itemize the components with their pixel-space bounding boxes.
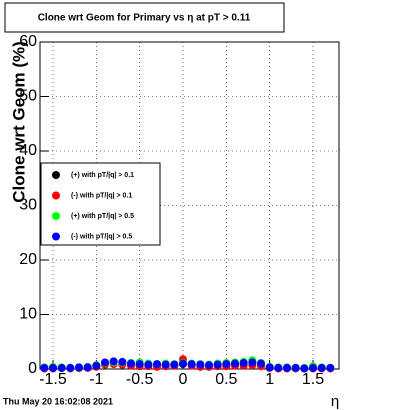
y-axis-title: Clone wrt Geom (%) <box>9 41 28 203</box>
data-point <box>127 359 135 368</box>
x-tick-label: 1.5 <box>302 371 324 388</box>
legend-label: (+) with pT/|q| > 0.1 <box>71 172 134 179</box>
data-point <box>170 360 179 369</box>
x-tick-label: 0.5 <box>215 371 237 388</box>
data-point <box>101 358 109 367</box>
x-tick-label: 0 <box>179 371 188 388</box>
data-point <box>326 363 335 372</box>
data-point <box>161 360 170 369</box>
x-tick-label: 1 <box>265 371 274 388</box>
data-point <box>291 363 300 372</box>
y-tick-label: 10 <box>19 306 37 323</box>
x-tick-label: -1 <box>89 371 103 388</box>
y-tick-label: 50 <box>19 88 37 105</box>
x-tick-label: -0.5 <box>126 371 154 388</box>
data-point <box>222 360 231 369</box>
data-point <box>274 363 283 372</box>
data-point <box>40 363 49 372</box>
timestamp: Thu May 20 16:02:08 2021 <box>3 396 113 406</box>
plot-area: 0 10 20 30 40 50 60 -1.5 -1 -0.5 0 0.5 1 1.5 (+) with … <box>19 33 340 388</box>
chart-title: Clone wrt Geom for Primary vs η at pT > … <box>38 13 251 24</box>
data-point <box>92 361 101 370</box>
data-point <box>257 359 265 368</box>
data-point <box>317 363 326 372</box>
data-point <box>248 358 257 367</box>
data-point <box>231 359 239 368</box>
x-tick-label: -1.5 <box>39 371 67 388</box>
data-point <box>144 360 153 369</box>
legend-label: (-) with pT/|q| > 0.5 <box>71 233 132 240</box>
data-point <box>66 363 75 372</box>
data-point <box>300 364 309 373</box>
data-point <box>265 363 274 372</box>
title-box <box>4 2 285 33</box>
data-point <box>239 359 248 368</box>
data-point <box>187 360 196 369</box>
legend-marker <box>52 191 60 200</box>
data-point <box>179 359 187 368</box>
legend-marker <box>52 232 60 241</box>
legend-marker <box>52 171 60 179</box>
y-tick-label: 20 <box>19 251 37 268</box>
data-point <box>196 360 205 369</box>
data-point <box>205 361 213 370</box>
legend-label: (+) with pT/|q| > 0.5 <box>71 213 134 220</box>
data-point <box>283 363 291 372</box>
data-point <box>135 360 144 369</box>
data-point <box>309 363 317 372</box>
data-point <box>57 363 66 372</box>
data-point <box>153 360 161 369</box>
data-point <box>49 363 57 372</box>
legend-marker <box>52 212 60 220</box>
legend-label: (-) with pT/|q| > 0.1 <box>71 192 132 199</box>
y-tick-label: 30 <box>19 197 37 214</box>
y-tick-label: 40 <box>19 142 37 159</box>
y-tick-label: 60 <box>19 33 37 50</box>
data-point <box>83 363 92 372</box>
data-point <box>118 357 127 366</box>
x-axis-title: η <box>331 393 339 410</box>
y-tick-label: 0 <box>28 360 37 377</box>
data-point <box>75 363 83 372</box>
legend-box <box>40 162 161 246</box>
data-point <box>213 360 222 369</box>
data-point <box>109 357 118 366</box>
